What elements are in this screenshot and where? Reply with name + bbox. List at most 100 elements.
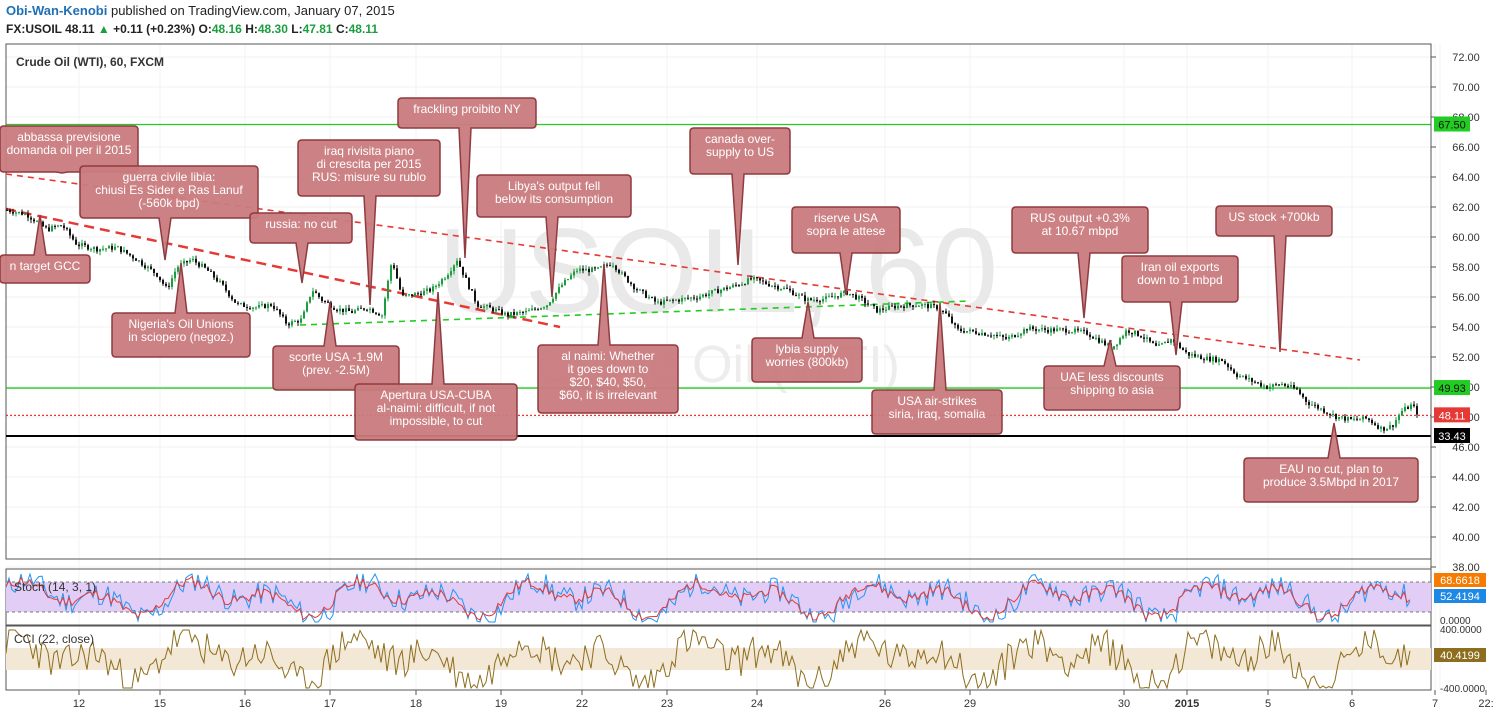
author-link[interactable]: Obi-Wan-Kenobi [6,3,108,18]
candle-body [243,302,245,308]
candle-body [354,310,356,313]
candle-body [45,226,47,228]
candle-body [1269,386,1271,389]
candle-body [138,260,140,262]
callout-bubble [354,291,518,441]
candle-body [84,243,86,246]
candle-body [261,304,263,306]
published-text: published on TradingView.com, January 07… [110,3,395,18]
candle-body [1356,418,1358,420]
candle-body [1248,378,1250,380]
candle-body [276,308,278,310]
candle-body [492,307,494,312]
candle-body [1407,406,1409,410]
cci-badge-label: 40.4199 [1440,650,1480,662]
candle-body [21,211,23,215]
candle-body [435,285,437,287]
candle-body [1314,404,1316,406]
candle-body [720,289,722,294]
candle-body [1317,404,1319,409]
candle-body [513,312,515,315]
callout-text: chiusi Es Sider e Ras Lanuf [95,183,243,197]
candle-body [114,246,116,250]
candle-body [1053,328,1055,332]
candle-body [99,249,101,252]
candle-body [387,280,389,299]
candle-body [879,308,881,313]
callout-bubble [1011,206,1149,319]
candle-body [699,296,701,300]
callout-text: frackling proibito NY [413,102,520,116]
candle-body [348,308,350,312]
candle-body [501,309,503,315]
callout-text: (prev. -2.5M) [302,363,370,377]
candle-body [687,297,689,299]
candle-body [1218,358,1220,363]
candle-body [969,329,971,332]
candle-body [183,260,185,264]
stoch-k-badge-label: 68.6618 [1440,575,1480,587]
candle-body [186,260,188,263]
candle-body [1005,337,1007,339]
candle-body [1083,329,1085,331]
candle-body [1188,352,1190,356]
candle-body [1293,385,1295,389]
time-tick-label: 26 [879,698,891,710]
candle-body [189,260,191,263]
candle-body [1044,328,1046,330]
candle-body [768,283,770,287]
candle-body [789,288,791,291]
candle-body [1002,335,1004,338]
candle-body [621,272,623,274]
candle-body [1239,376,1241,378]
candle-body [765,281,767,284]
candle-body [564,279,566,285]
candle-body [1245,375,1247,379]
symbol-label: FX:USOIL [6,22,62,36]
candle-body [870,304,872,306]
candle-body [1077,328,1079,331]
candle-body [930,304,932,309]
candle-body [663,299,665,305]
callout-text: Libya's output fell [508,179,600,193]
time-tick-label: 17 [324,698,336,710]
candle-body [1338,416,1340,419]
candle-body [645,291,647,298]
callout-a3: n target GCC [0,214,91,284]
candle-body [1047,329,1049,333]
candle-body [570,275,572,280]
candle-body [906,303,908,309]
price-tick-label: 58.00 [1452,262,1480,274]
candle-body [369,308,371,310]
candle-body [18,211,20,213]
candle-body [999,335,1001,337]
candle-body [1137,330,1139,337]
candle-body [738,285,740,287]
callout-bubble [111,262,251,358]
change-value: +0.11 (+0.23%) [113,22,196,36]
callout-bubble [1043,339,1181,411]
level-badge-label: 49.93 [1438,383,1466,395]
callout-a11: US stock +700kb [1215,205,1333,353]
candle-body [297,321,299,323]
callout-text: impossible, to cut [390,414,483,428]
candle-body [729,287,731,290]
candle-body [1089,334,1091,337]
cci-badge [1434,648,1486,662]
candle-body [1236,373,1238,378]
candle-body [393,265,395,269]
candle-body [897,305,899,309]
candle-body [918,305,920,307]
candle-body [576,270,578,272]
candle-body [1146,337,1148,339]
candle-body [402,289,404,296]
candle-body [837,296,839,298]
candle-body [735,284,737,286]
candle-body [1167,341,1169,343]
candle-body [303,311,305,319]
candle-body [591,267,593,273]
